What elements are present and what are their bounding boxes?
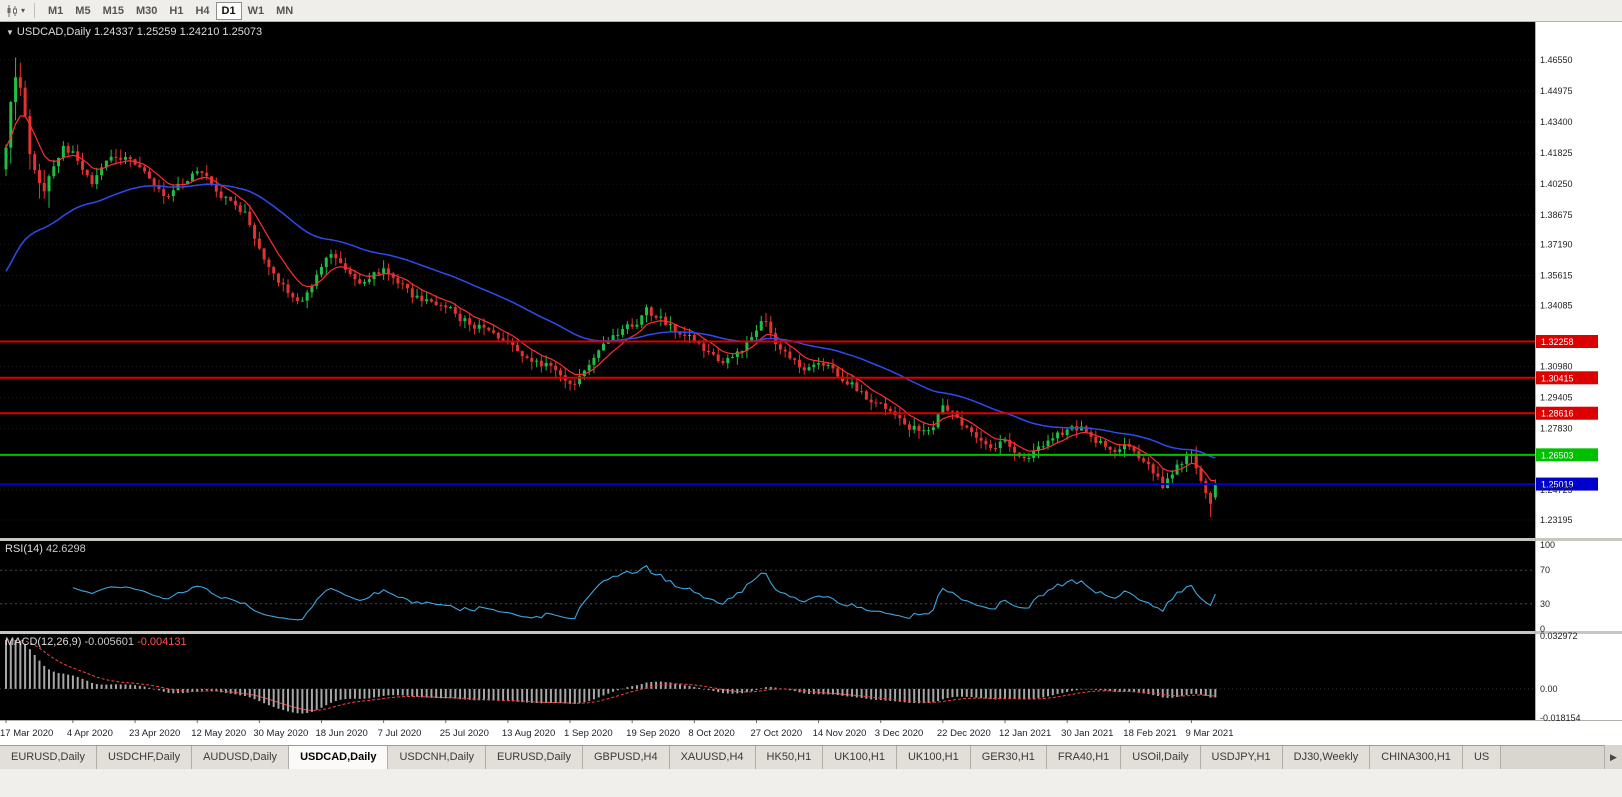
toolbar-separator [34, 3, 36, 18]
chart-tab-ger30-h1[interactable]: GER30,H1 [970, 746, 1047, 769]
chart-tab-hk50-h1[interactable]: HK50,H1 [755, 746, 824, 769]
svg-text:13 Aug 2020: 13 Aug 2020 [502, 728, 555, 739]
svg-text:70: 70 [1540, 565, 1550, 575]
chart-tab-usoil-daily[interactable]: USOil,Daily [1121, 746, 1201, 769]
svg-text:1.27830: 1.27830 [1540, 424, 1573, 434]
chart-tab-uk100-h1[interactable]: UK100,H1 [896, 746, 971, 769]
svg-text:1.34085: 1.34085 [1540, 301, 1573, 311]
svg-text:17 Mar 2020: 17 Mar 2020 [0, 728, 53, 739]
price-tag [1536, 448, 1598, 462]
timeframe-m30-button[interactable]: M30 [135, 4, 158, 17]
chart-tab-us[interactable]: US [1462, 746, 1502, 769]
svg-text:1.32258: 1.32258 [1541, 337, 1574, 347]
svg-text:4 Apr 2020: 4 Apr 2020 [67, 728, 113, 739]
tab-scroll-right-button[interactable]: ▶ [1604, 745, 1622, 769]
price-tag [1536, 406, 1598, 420]
svg-text:30: 30 [1540, 599, 1550, 609]
svg-text:30 Jan 2021: 30 Jan 2021 [1061, 728, 1113, 739]
chart-tab-usdcnh-daily[interactable]: USDCNH,Daily [388, 746, 487, 769]
timeframe-d1-button[interactable]: D1 [215, 1, 242, 20]
bottom-strip [0, 769, 1622, 797]
price-tag [1536, 334, 1598, 348]
chart-tab-eurusd-daily[interactable]: EURUSD,Daily [486, 746, 583, 769]
chart-tab-usdjpy-h1[interactable]: USDJPY,H1 [1200, 746, 1283, 769]
timeframe-m1-button[interactable]: M1 [48, 4, 64, 17]
svg-text:1.46550: 1.46550 [1540, 55, 1573, 65]
svg-text:1 Sep 2020: 1 Sep 2020 [564, 728, 613, 739]
price-tag [1536, 477, 1598, 491]
chart-tab-uk100-h1[interactable]: UK100,H1 [823, 746, 897, 769]
rsi-pane [0, 541, 1535, 631]
svg-text:1.28616: 1.28616 [1541, 409, 1574, 419]
macd-signal-line [5, 639, 1216, 711]
svg-text:1.26503: 1.26503 [1541, 450, 1574, 460]
svg-text:1.29405: 1.29405 [1540, 393, 1573, 403]
svg-text:0.032972: 0.032972 [1540, 631, 1578, 641]
svg-text:25 Jul 2020: 25 Jul 2020 [440, 728, 489, 739]
svg-text:9 Mar 2021: 9 Mar 2021 [1185, 728, 1233, 739]
chart-tab-usdchf-daily[interactable]: USDCHF,Daily [96, 746, 193, 769]
svg-text:1.35615: 1.35615 [1540, 270, 1573, 280]
svg-text:22 Dec 2020: 22 Dec 2020 [937, 728, 991, 739]
svg-text:1.38675: 1.38675 [1540, 210, 1573, 220]
time-axis [0, 720, 1622, 745]
main-pane [0, 22, 1535, 538]
svg-text:18 Jun 2020: 18 Jun 2020 [315, 728, 367, 739]
timeframe-h4-button[interactable]: H4 [195, 4, 210, 17]
timeframe-h1-button[interactable]: H1 [169, 4, 184, 17]
svg-text:27 Oct 2020: 27 Oct 2020 [750, 728, 802, 739]
svg-text:-0.018154: -0.018154 [1540, 713, 1581, 723]
svg-text:1.30980: 1.30980 [1540, 362, 1573, 372]
svg-text:1.37190: 1.37190 [1540, 239, 1573, 249]
svg-text:1.44975: 1.44975 [1540, 86, 1573, 96]
candlestick-chart-icon [7, 4, 17, 17]
chart-tab-gbpusd-h4[interactable]: GBPUSD,H4 [583, 746, 670, 769]
chart-tab-usdcad-daily[interactable]: USDCAD,Daily [289, 746, 389, 769]
svg-text:1.25019: 1.25019 [1541, 480, 1574, 490]
timeframe-m15-button[interactable]: M15 [102, 4, 124, 17]
svg-text:1.40250: 1.40250 [1540, 179, 1573, 189]
svg-text:100: 100 [1540, 540, 1555, 550]
svg-text:18 Feb 2021: 18 Feb 2021 [1123, 728, 1176, 739]
price-tag [1536, 371, 1598, 385]
timeframe-w1-button[interactable]: W1 [247, 4, 265, 17]
svg-text:1.43400: 1.43400 [1540, 117, 1573, 127]
pane-separator [0, 631, 1622, 634]
svg-text:1.41825: 1.41825 [1540, 148, 1573, 158]
svg-text:30 May 2020: 30 May 2020 [253, 728, 308, 739]
chart-tab-eurusd-daily[interactable]: EURUSD,Daily [0, 746, 97, 769]
chart-tab-dj30-weekly[interactable]: DJ30,Weekly [1282, 746, 1371, 769]
chart-tab-xauusd-h4[interactable]: XAUUSD,H4 [669, 746, 756, 769]
svg-text:12 May 2020: 12 May 2020 [191, 728, 246, 739]
macd-pane [0, 634, 1535, 720]
svg-text:0.00: 0.00 [1540, 684, 1558, 694]
chart-tab-fra40-h1[interactable]: FRA40,H1 [1046, 746, 1122, 769]
svg-text:12 Jan 2021: 12 Jan 2021 [999, 728, 1051, 739]
svg-text:19 Sep 2020: 19 Sep 2020 [626, 728, 680, 739]
timeframe-mn-button[interactable]: MN [276, 4, 294, 17]
svg-text:14 Nov 2020: 14 Nov 2020 [813, 728, 867, 739]
svg-text:1.23195: 1.23195 [1540, 515, 1573, 525]
svg-text:7 Jul 2020: 7 Jul 2020 [378, 728, 422, 739]
chart-tab-audusd-daily[interactable]: AUDUSD,Daily [192, 746, 290, 769]
chevron-down-icon: ▾ [21, 6, 26, 15]
rsi-line [72, 564, 1216, 621]
svg-text:0: 0 [1540, 624, 1545, 634]
svg-text:1.24725: 1.24725 [1540, 485, 1573, 495]
svg-text:1.30415: 1.30415 [1541, 373, 1574, 383]
timeframe-buttons: M1 M5 M15 M30 H1 H4 D1 W1 MN [42, 1, 299, 20]
price-chart[interactable]: 1.32258 1.30415 1.28616 1.26503 1.25019 1.465… [0, 0, 1622, 745]
svg-text:3 Dec 2020: 3 Dec 2020 [875, 728, 924, 739]
chart-tabs-bar: EURUSD,Daily USDCHF,Daily AUDUSD,Daily USDC… [0, 745, 1622, 769]
price-axis [1535, 22, 1622, 720]
timeframe-m5-button[interactable]: M5 [75, 4, 91, 17]
chart-type-button[interactable]: ▾ [4, 4, 27, 18]
timeframe-toolbar: ▾ M1 M5 M15 M30 H1 H4 D1 W1 MN [0, 0, 1622, 22]
pane-separator [0, 538, 1622, 541]
chart-tab-china300-h1[interactable]: CHINA300,H1 [1370, 746, 1463, 769]
svg-text:23 Apr 2020: 23 Apr 2020 [129, 728, 180, 739]
svg-text:8 Oct 2020: 8 Oct 2020 [688, 728, 734, 739]
fast-ma [5, 115, 1216, 482]
